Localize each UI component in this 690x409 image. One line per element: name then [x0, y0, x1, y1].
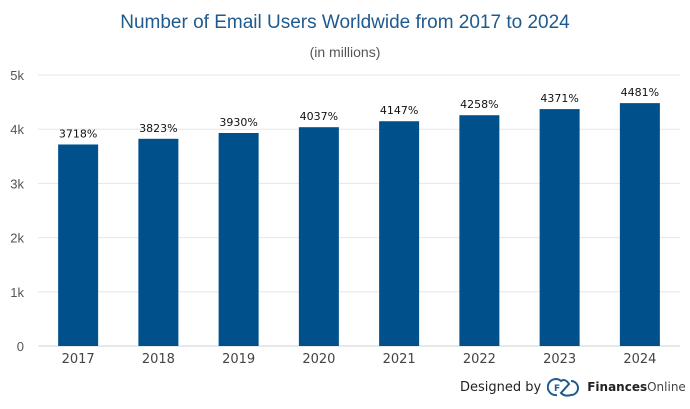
- data-label: 4037%: [300, 110, 338, 123]
- credit: Designed by F FinancesOnline: [460, 376, 686, 398]
- y-tick-label: 5k: [10, 68, 24, 83]
- bar: [298, 127, 339, 346]
- x-tick-label: 2022: [463, 352, 496, 367]
- brand-light: Online: [647, 379, 686, 394]
- data-label: 4371%: [540, 92, 578, 105]
- y-tick-label: 1k: [10, 285, 24, 300]
- x-tick-label: 2024: [623, 352, 656, 367]
- data-label: 3823%: [139, 122, 177, 135]
- bar: [379, 121, 420, 346]
- data-label: 4258%: [460, 98, 498, 111]
- x-tick-label: 2020: [302, 352, 335, 367]
- designed-by-label: Designed by: [460, 379, 542, 395]
- bar: [138, 138, 179, 346]
- cloud-f-icon: F: [547, 378, 580, 397]
- chart-title: Number of Email Users Worldwide from 201…: [120, 12, 570, 33]
- bar: [539, 109, 580, 346]
- bar: [218, 132, 259, 346]
- x-tick-label: 2021: [383, 352, 416, 367]
- x-tick-label: 2018: [142, 352, 175, 367]
- data-label: 3930%: [219, 116, 257, 129]
- data-label: 4147%: [380, 104, 418, 117]
- bar: [58, 144, 99, 346]
- x-tick-label: 2019: [222, 352, 255, 367]
- x-tick-label: 2023: [543, 352, 576, 367]
- y-tick-label: 3k: [10, 176, 24, 191]
- bar: [619, 103, 660, 347]
- brand-bold: Finances: [587, 379, 648, 394]
- svg-text:F: F: [554, 384, 560, 394]
- data-label: 3718%: [59, 127, 97, 140]
- y-tick-label: 4k: [10, 122, 24, 137]
- y-tick-label: 2k: [10, 231, 24, 246]
- data-label: 4481%: [621, 86, 659, 99]
- x-tick-label: 2017: [62, 352, 95, 367]
- brand-logo-text: FinancesOnline: [587, 380, 686, 395]
- chart-subtitle: (in millions): [309, 44, 381, 60]
- y-tick-label: 0: [17, 339, 24, 354]
- bar: [459, 115, 500, 346]
